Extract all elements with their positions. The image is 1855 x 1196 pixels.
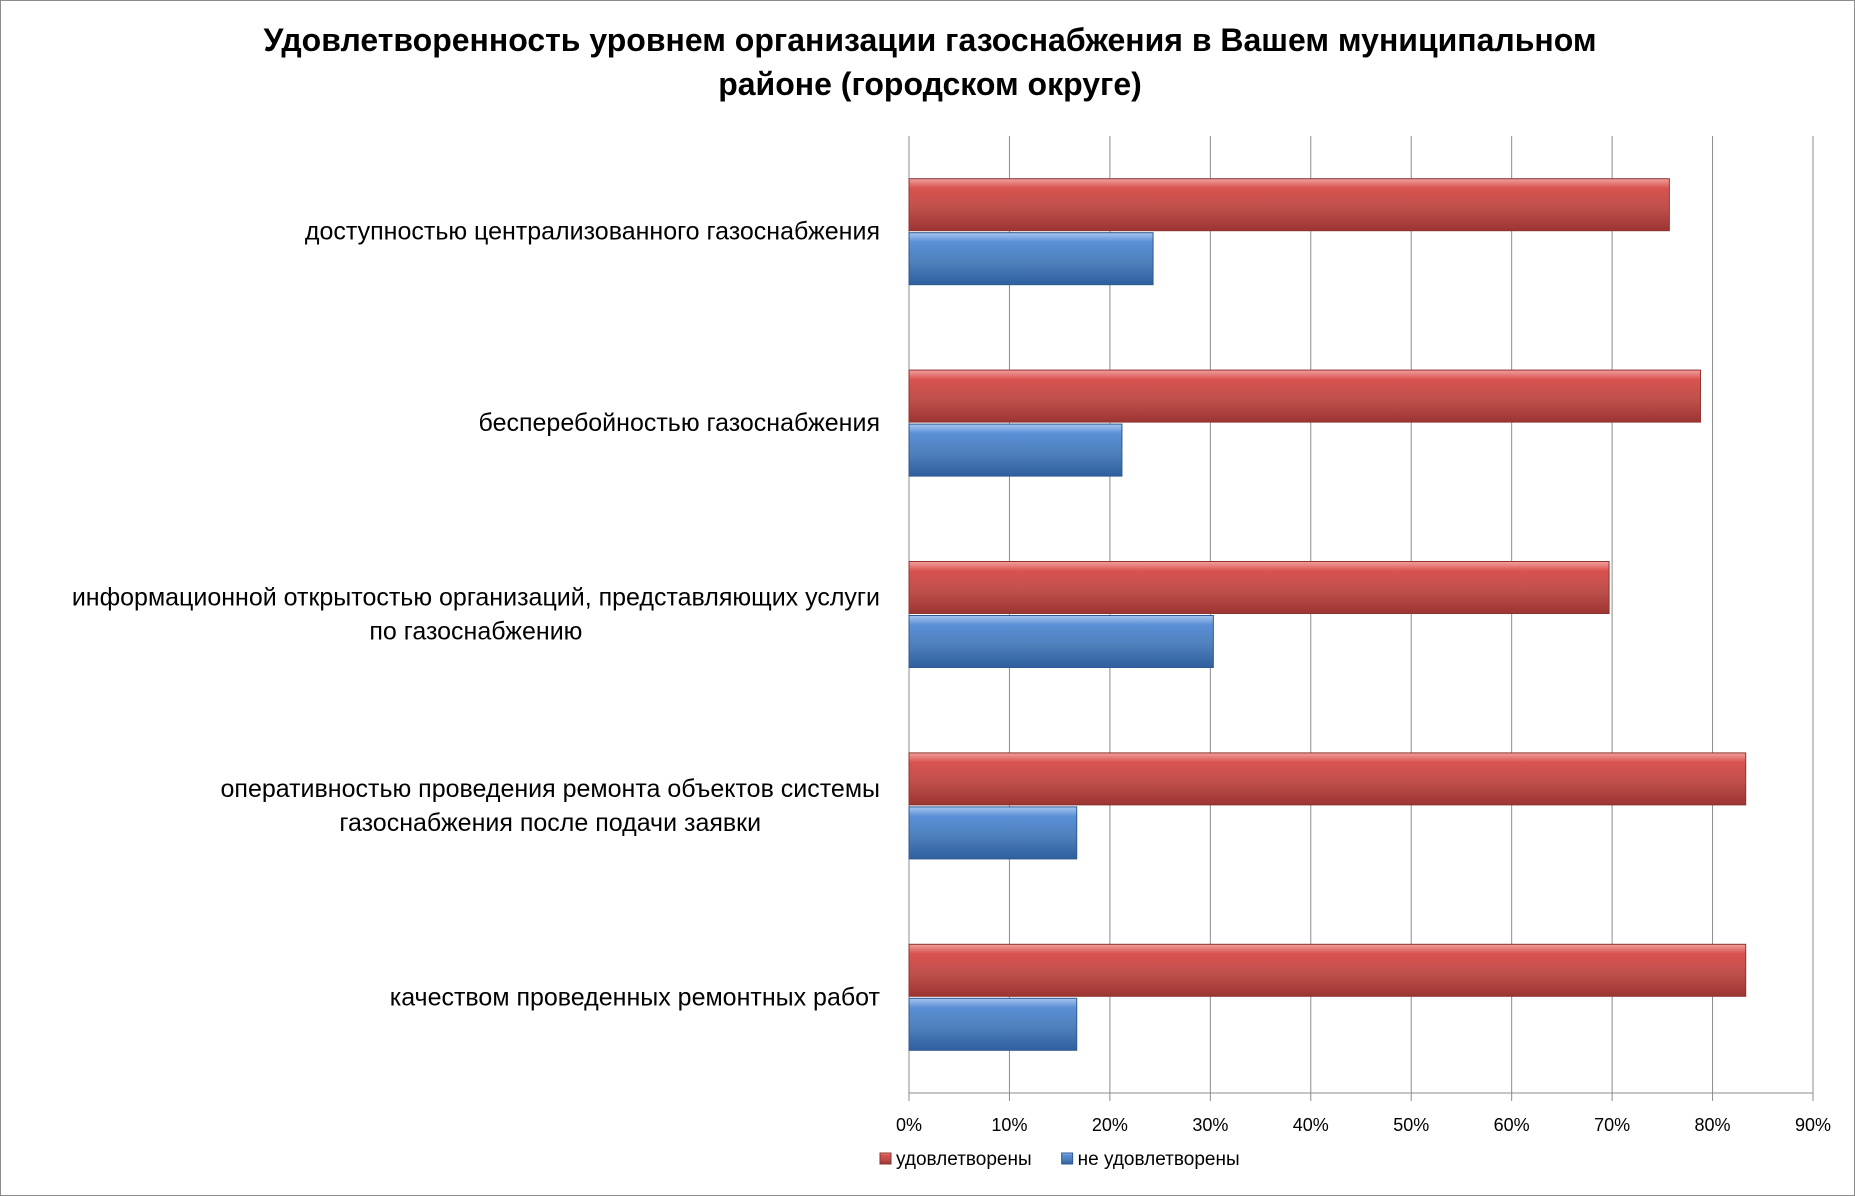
bar-not-satisfied: [908, 423, 1123, 477]
x-tick-labels: 0% 10% 20% 30% 40% 50% 60% 70% 80% 90%: [896, 1115, 1831, 1135]
bar-satisfied: [908, 178, 1670, 232]
x-tick-label: 20%: [1092, 1115, 1128, 1135]
x-tick-label: 70%: [1594, 1115, 1630, 1135]
category-label: доступностью централизованного газоснабж…: [305, 218, 880, 246]
bar-not-satisfied: [908, 997, 1078, 1051]
x-tick-label: 30%: [1192, 1115, 1228, 1135]
category-label: информационной открытостью организаций, …: [72, 584, 880, 612]
category-label: по газоснабжению: [369, 618, 582, 646]
chart-title-line-1: Удовлетворенность уровнем организации га…: [263, 22, 1597, 58]
x-tick-label: 60%: [1494, 1115, 1530, 1135]
chart-title-line-2: районе (городском округе): [718, 66, 1142, 102]
chart-title: Удовлетворенность уровнем организации га…: [180, 18, 1680, 106]
x-tick-label: 90%: [1795, 1115, 1831, 1135]
category-label: газоснабжения после подачи заявки: [339, 809, 761, 837]
x-tick-label: 80%: [1695, 1115, 1731, 1135]
bar-not-satisfied: [908, 615, 1214, 668]
bar-not-satisfied: [908, 806, 1078, 860]
x-tick-label: 0%: [896, 1115, 922, 1135]
bar-satisfied: [908, 369, 1702, 423]
legend-label-not-satisfied: не удовлетворены: [1078, 1149, 1240, 1170]
category-labels: доступностью централизованного газоснабж…: [72, 218, 881, 1012]
x-tick-label: 50%: [1393, 1115, 1429, 1135]
category-label: качеством проведенных ремонтных работ: [390, 983, 881, 1011]
bar-not-satisfied: [908, 232, 1154, 286]
bar-satisfied: [908, 943, 1747, 997]
category-label: бесперебойностью газоснабжения: [479, 409, 880, 437]
legend: удовлетворены не удовлетворены: [879, 1149, 1240, 1170]
category-label: оперативностью проведения ремонта объект…: [221, 775, 881, 803]
legend-swatch-not-satisfied: [1061, 1152, 1074, 1165]
bars: [908, 178, 1747, 1051]
legend-swatch-satisfied: [879, 1152, 892, 1165]
x-tick-label: 10%: [991, 1115, 1027, 1135]
bar-satisfied: [908, 561, 1610, 614]
legend-label-satisfied: удовлетворены: [896, 1149, 1032, 1170]
bar-satisfied: [908, 752, 1747, 806]
x-tick-label: 40%: [1293, 1115, 1329, 1135]
